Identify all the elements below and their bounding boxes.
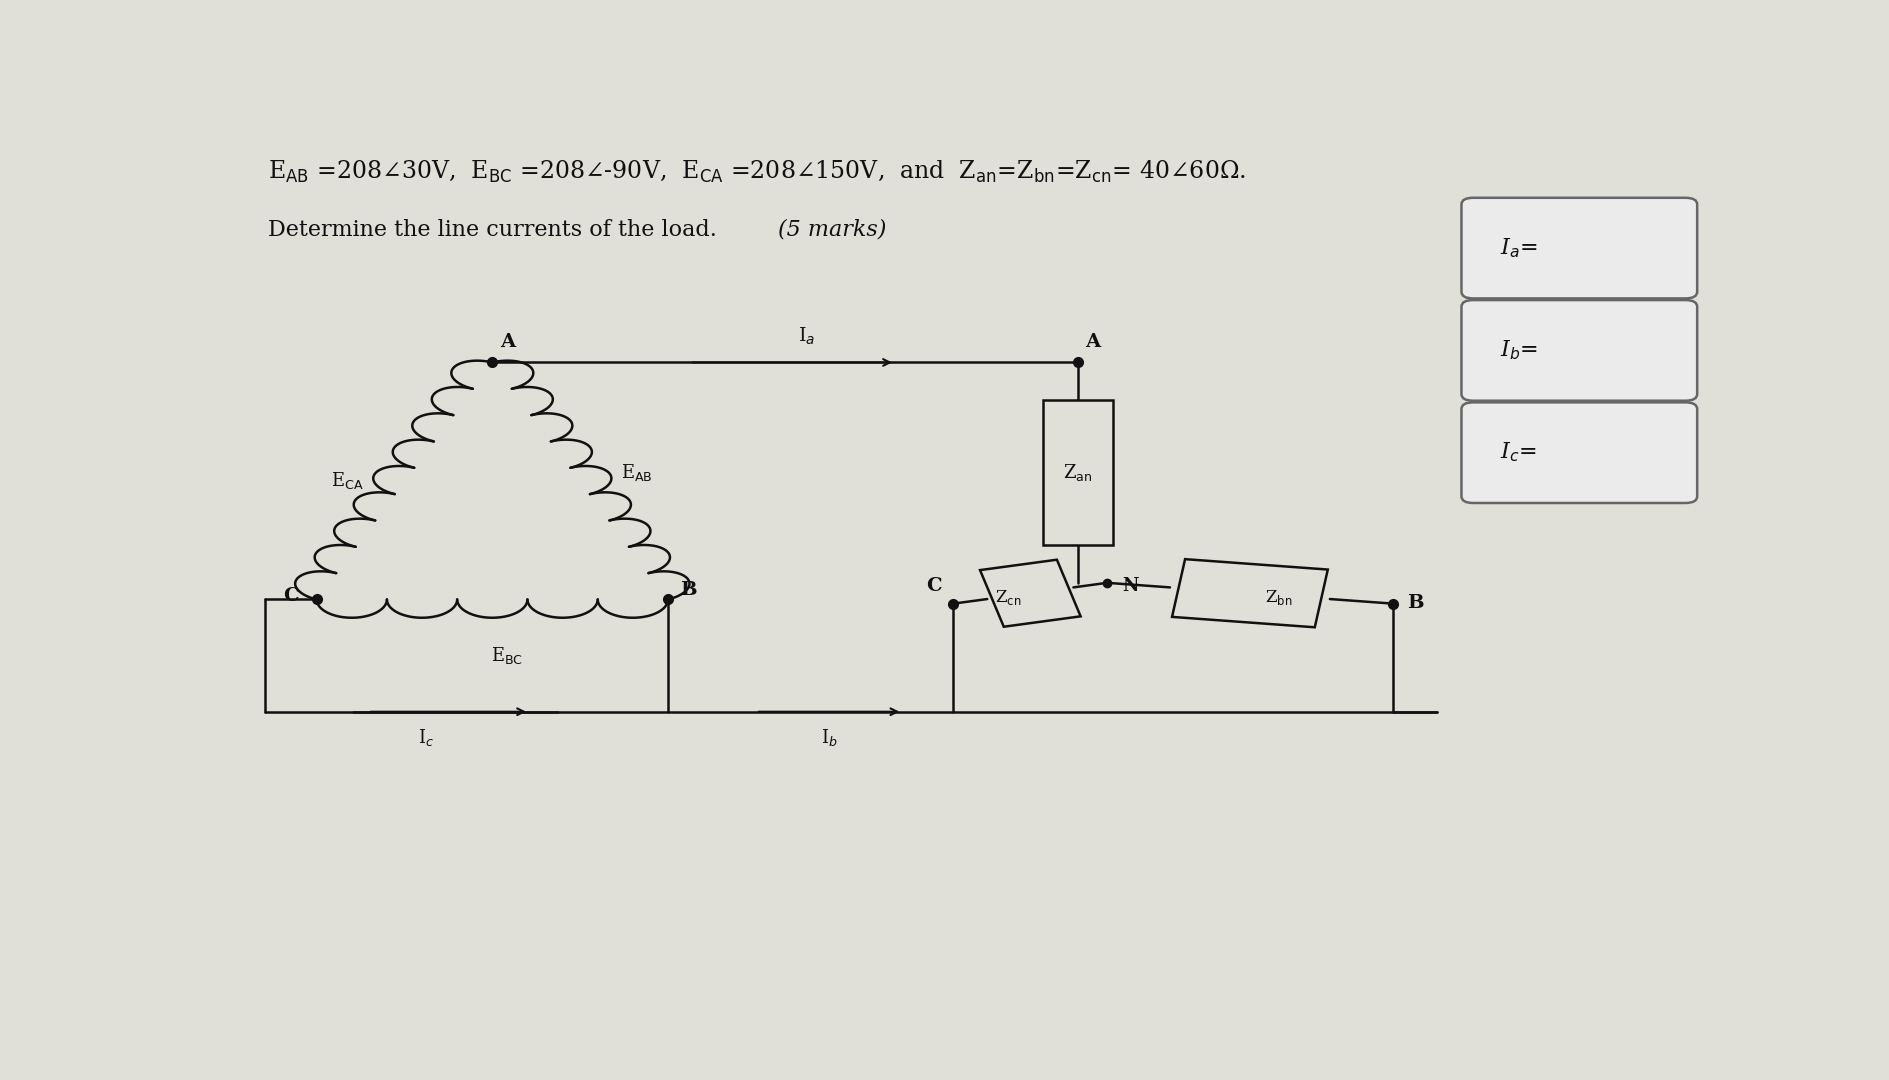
FancyBboxPatch shape [1462,300,1696,401]
FancyBboxPatch shape [1462,198,1696,298]
Text: E$_{\rm BC}$: E$_{\rm BC}$ [491,645,523,666]
Text: I$_b$=: I$_b$= [1500,339,1538,362]
Text: I$_c$: I$_c$ [419,727,434,748]
Text: A: A [1086,334,1101,351]
Text: E$_{\rm CA}$: E$_{\rm CA}$ [331,471,363,491]
Text: N: N [1122,577,1139,595]
Text: I$_a$=: I$_a$= [1500,237,1538,260]
Bar [980,559,1081,626]
Text: C: C [283,588,298,605]
Text: Z$_{\rm cn}$: Z$_{\rm cn}$ [996,588,1022,607]
Text: I$_a$: I$_a$ [799,326,816,347]
Text: B: B [680,581,697,599]
Text: C: C [926,577,943,595]
Text: B: B [1407,594,1424,611]
Text: A: A [499,334,516,351]
Text: (5 marks): (5 marks) [778,218,886,241]
Text: Z$_{\rm an}$: Z$_{\rm an}$ [1064,462,1092,483]
Bar [1043,400,1113,545]
Text: I$_b$: I$_b$ [820,727,837,748]
Text: Z$_{\rm bn}$: Z$_{\rm bn}$ [1266,588,1292,607]
Text: E$_{\rm AB}$ =208∠30V,  E$_{\rm BC}$ =208∠-90V,  E$_{\rm CA}$ =208∠150V,  and  Z: E$_{\rm AB}$ =208∠30V, E$_{\rm BC}$ =208… [268,159,1247,185]
Text: I$_c$=: I$_c$= [1500,441,1536,464]
Text: Determine the line currents of the load.: Determine the line currents of the load. [268,218,731,241]
FancyBboxPatch shape [1462,403,1696,503]
Text: E$_{\rm AB}$: E$_{\rm AB}$ [621,462,654,483]
Bar [1171,559,1328,627]
